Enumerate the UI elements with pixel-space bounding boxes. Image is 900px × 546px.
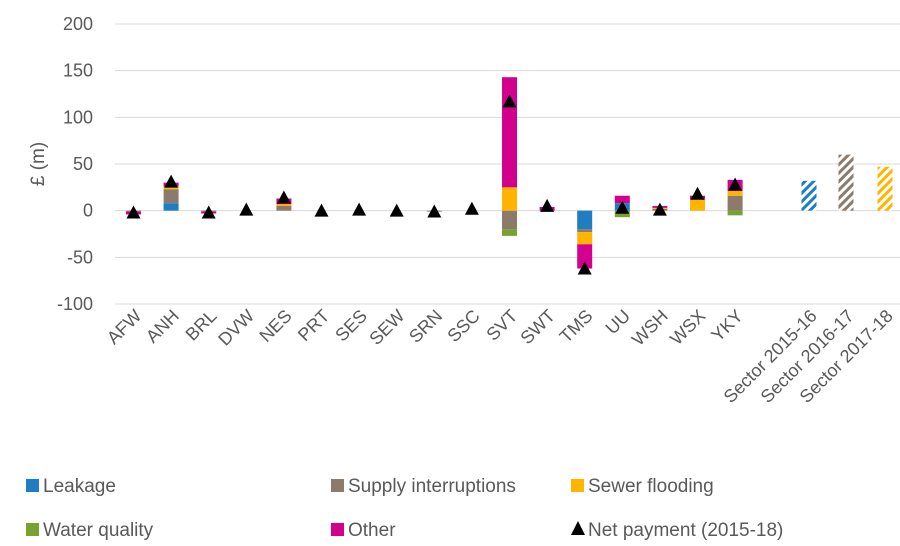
x-tick-label: SEW	[365, 306, 408, 349]
x-tick-label: SSC	[443, 306, 483, 346]
bar-other	[577, 244, 593, 269]
x-tick-label: ANH	[142, 306, 183, 347]
net-payment-markers	[126, 94, 743, 275]
x-tick-label: NES	[255, 306, 295, 346]
sector-bar	[838, 154, 854, 211]
net-payment-marker	[690, 186, 705, 200]
x-tick-label: AFW	[103, 306, 145, 348]
net-payment-marker	[615, 200, 630, 214]
x-tick-label: WSX	[666, 306, 709, 349]
net-payment-marker	[126, 205, 141, 219]
bar-supply	[276, 206, 292, 211]
legend-swatch	[26, 523, 39, 536]
x-tick-label: TMS	[556, 306, 597, 347]
sector-bar	[877, 166, 893, 211]
stacked-bars	[126, 77, 743, 269]
y-tick-label: 0	[83, 201, 93, 221]
legend-swatch	[331, 479, 344, 492]
bar-water	[727, 210, 743, 216]
y-tick-label: -50	[67, 247, 93, 267]
bar-sewer	[163, 186, 179, 190]
legend-label: Other	[348, 520, 396, 541]
y-axis-label: £ (m)	[28, 142, 49, 186]
x-tick-label: WSH	[628, 306, 672, 350]
bar-sewer	[577, 232, 593, 245]
legend-swatch	[26, 479, 39, 492]
bar-sewer	[727, 191, 743, 196]
x-tick-label: SES	[331, 306, 371, 346]
net-payment-marker	[164, 174, 179, 188]
net-payment-marker	[728, 177, 743, 191]
net-payment-marker	[389, 203, 404, 217]
bar-leakage	[577, 210, 593, 230]
bar-supply	[727, 195, 743, 211]
y-tick-label: 100	[63, 107, 93, 127]
net-payment-marker	[239, 202, 254, 216]
x-tick-label: SWT	[517, 306, 559, 348]
net-payment-marker	[464, 201, 479, 215]
y-tick-label: 200	[63, 14, 93, 34]
y-tick-label: 50	[73, 154, 93, 174]
x-tick-label: BRL	[182, 306, 221, 345]
x-tick-label: YKY	[707, 306, 747, 346]
sector-bars	[801, 154, 893, 211]
bar-sewer	[690, 199, 705, 211]
net-payment-marker	[577, 261, 592, 275]
legend-label: Sewer flooding	[588, 476, 714, 497]
net-payment-marker	[652, 202, 667, 216]
net-payment-marker	[314, 203, 329, 217]
net-payment-marker	[540, 198, 555, 212]
bar-sewer	[276, 204, 292, 206]
y-tick-labels: -100 -50 0 50 100 150 200	[57, 14, 93, 314]
legend-label: Water quality	[43, 520, 154, 541]
bar-leakage	[163, 203, 179, 211]
bar-supply	[577, 229, 593, 233]
net-payment-marker	[502, 94, 517, 108]
net-payment-marker	[352, 202, 367, 216]
legend-swatch	[571, 479, 584, 492]
legend-label: Net payment (2015-18)	[588, 520, 783, 541]
y-tick-label: 150	[63, 61, 93, 81]
x-tick-label: DVW	[214, 306, 258, 350]
x-tick-label: PRT	[294, 306, 333, 345]
legend: Leakage Supply interruptions Sewer floodin…	[26, 476, 783, 541]
bar-supply	[163, 189, 179, 204]
y-tick-label: -100	[57, 294, 93, 314]
net-payment-marker	[276, 190, 291, 204]
legend-label: Leakage	[43, 476, 116, 497]
bar-water	[614, 210, 630, 218]
net-payment-marker	[427, 204, 442, 218]
bar-water	[502, 229, 517, 236]
legend-label: Supply interruptions	[348, 476, 516, 497]
sector-bar	[801, 180, 817, 211]
bar-other	[502, 77, 517, 188]
bar-supply	[502, 210, 517, 230]
legend-swatch	[331, 523, 344, 536]
bar-other	[614, 195, 630, 204]
net-payment-marker	[201, 205, 216, 219]
x-tick-label: SVT	[482, 306, 521, 345]
legend-swatch-triangle	[571, 521, 585, 535]
x-tick-label: SRN	[405, 306, 446, 347]
bar-sewer	[502, 187, 517, 211]
